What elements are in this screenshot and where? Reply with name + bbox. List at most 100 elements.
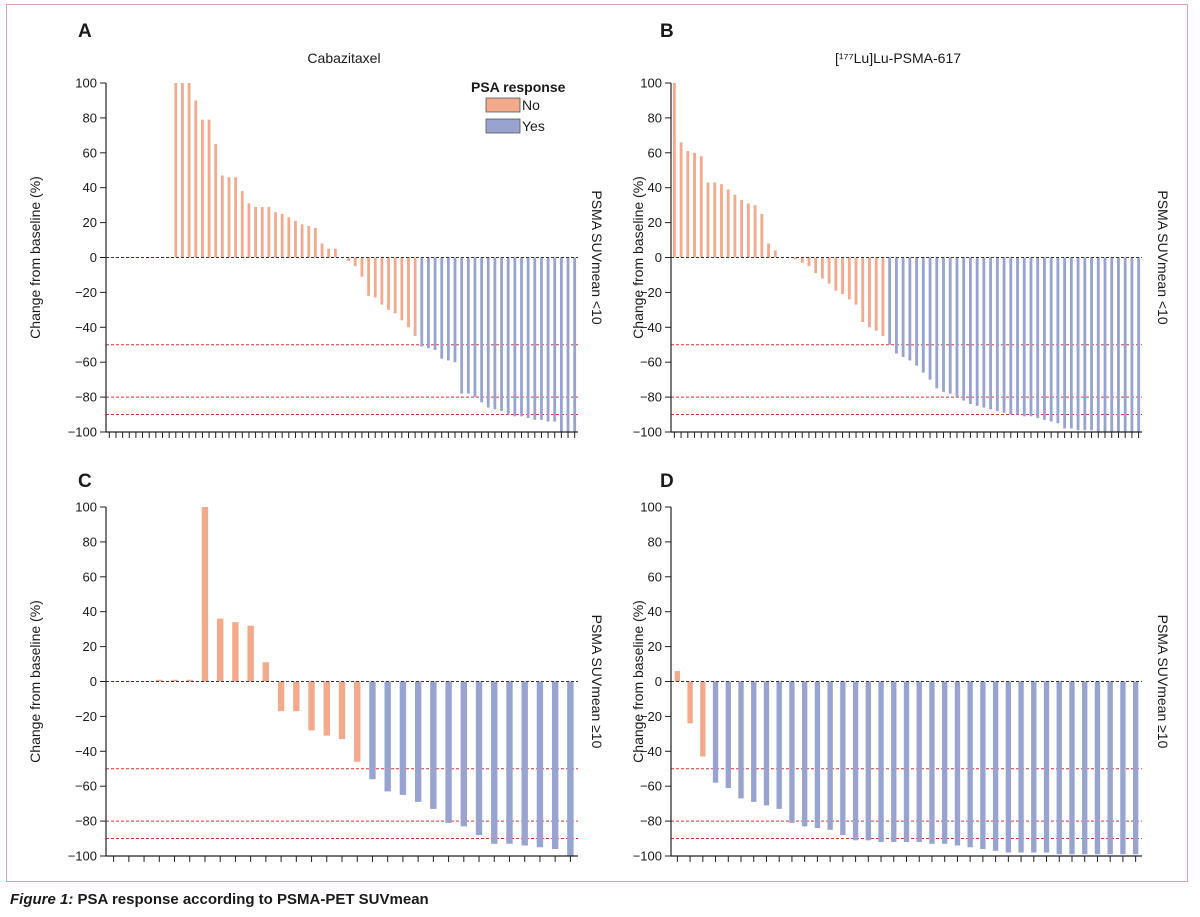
y-tick-label-c: −80	[75, 814, 97, 829]
bar-b	[720, 184, 723, 258]
bar-c	[567, 681, 574, 856]
bar-b	[672, 83, 676, 258]
bar-a	[380, 257, 384, 305]
bar-d	[954, 681, 961, 846]
bar-c	[369, 681, 376, 780]
bar-b	[1022, 257, 1026, 417]
bar-c	[262, 662, 270, 682]
y-tick-label-d: 80	[648, 534, 662, 549]
bar-d	[751, 681, 757, 802]
bar-c	[354, 681, 361, 762]
bar-a	[546, 257, 550, 422]
bar-a	[353, 257, 357, 267]
figure-frame	[6, 4, 1188, 882]
bar-a	[307, 226, 311, 258]
bar-b	[894, 257, 898, 354]
bar-a	[200, 119, 204, 258]
bar-a	[147, 257, 151, 259]
side-label-c: PSMA SUVmean ≥10	[589, 615, 605, 749]
bar-b	[915, 257, 919, 366]
y-tick-label-a: 0	[90, 250, 97, 265]
bar-a	[254, 206, 257, 258]
panel-title-b: [¹⁷⁷Lu]Lu-PSMA-617	[835, 50, 961, 66]
bar-d	[980, 681, 986, 850]
bar-b	[948, 257, 952, 394]
bar-d	[1031, 681, 1037, 853]
bar-b	[989, 257, 993, 410]
bar-d	[840, 681, 846, 836]
bar-a	[566, 257, 570, 432]
bar-a	[480, 257, 484, 403]
bar-a	[473, 257, 477, 398]
bar-d	[865, 681, 871, 841]
bar-a	[520, 257, 523, 417]
bar-b	[861, 257, 865, 323]
y-tick-label-a: 40	[83, 180, 97, 195]
bar-d	[942, 681, 948, 844]
bar-b	[1036, 257, 1040, 419]
y-tick-label-b: 20	[648, 215, 662, 230]
bar-a	[127, 257, 131, 259]
bar-b	[827, 257, 831, 284]
bar-b	[854, 257, 858, 305]
bar-a	[227, 177, 231, 258]
bar-c	[293, 681, 300, 712]
y-tick-label-a: −80	[75, 390, 97, 405]
bar-c	[536, 681, 544, 848]
bar-a	[154, 257, 158, 259]
bar-a	[280, 213, 284, 258]
bar-d	[929, 681, 935, 844]
legend-swatch-no	[485, 97, 521, 113]
bar-b	[1110, 257, 1114, 432]
side-label-b: PSMA SUVmean <10	[1155, 190, 1171, 324]
bar-c	[460, 681, 468, 827]
bar-d	[967, 681, 973, 848]
bar-a	[240, 191, 244, 258]
bar-a	[393, 257, 397, 314]
bar-b	[868, 257, 871, 328]
bar-a	[314, 227, 317, 258]
figure-charts: A Cabazitaxel Change from baseline (%) PSMA…	[27, 21, 1171, 864]
y-tick-label-a: 20	[83, 215, 97, 230]
y-tick-label-b: −80	[640, 390, 662, 405]
bar-b	[1096, 257, 1100, 432]
bar-d	[700, 681, 706, 757]
y-tick-label-c: 20	[83, 639, 97, 654]
bar-a	[513, 257, 517, 417]
bar-a	[500, 257, 503, 412]
bar-d	[827, 681, 833, 830]
y-axis-label-b: Change from baseline (%)	[630, 176, 646, 339]
y-tick-label-b: 60	[648, 145, 662, 160]
bar-a	[400, 257, 404, 321]
panel-title-a: Cabazitaxel	[307, 50, 380, 66]
bar-d	[1069, 681, 1075, 855]
y-tick-label-b: −40	[640, 320, 662, 335]
bar-b	[888, 257, 892, 345]
bar-a	[267, 206, 271, 258]
bar-b	[901, 257, 905, 357]
bar-b	[1002, 257, 1006, 413]
bar-a	[247, 203, 251, 258]
bar-b	[928, 257, 932, 380]
bar-b	[908, 257, 912, 361]
legend-label-no: No	[522, 97, 540, 113]
y-tick-label-c: −60	[75, 779, 97, 794]
bar-a	[287, 217, 291, 258]
bar-c	[186, 679, 193, 682]
bar-c	[399, 681, 407, 795]
bar-c	[475, 681, 483, 836]
bar-b	[834, 257, 838, 291]
bar-a	[260, 206, 264, 258]
bar-b	[1076, 257, 1080, 431]
bar-a	[466, 257, 470, 394]
bar-b	[746, 203, 750, 258]
bar-b	[995, 257, 999, 412]
bar-d	[852, 681, 859, 841]
y-tick-label-a: −100	[68, 425, 97, 440]
bar-d	[789, 681, 795, 823]
bar-d	[776, 681, 782, 809]
bar-c	[247, 625, 254, 682]
side-label-a: PSMA SUVmean <10	[589, 190, 605, 324]
bar-b	[975, 257, 979, 406]
bar-b	[1117, 257, 1120, 432]
